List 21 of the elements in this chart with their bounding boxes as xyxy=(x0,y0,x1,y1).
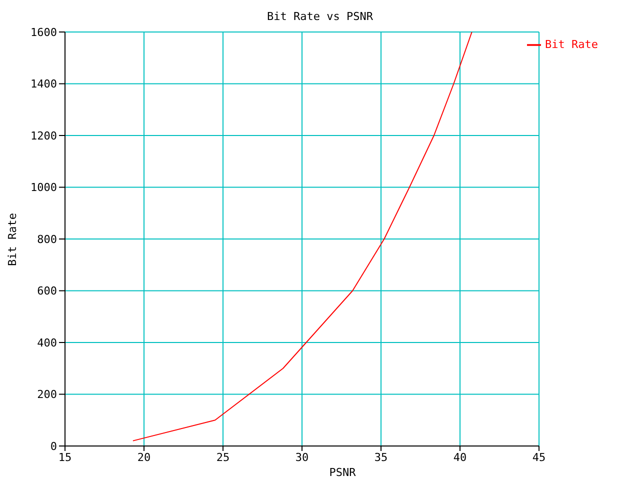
y-tick-label: 1600 xyxy=(30,26,57,39)
x-tick-label: 20 xyxy=(137,450,151,464)
y-tick-label: 1000 xyxy=(30,181,57,194)
y-axis-title: Bit Rate xyxy=(6,213,19,266)
x-tick-label: 35 xyxy=(374,450,388,464)
x-axis-title: PSNR xyxy=(328,466,357,479)
y-tick-label: 600 xyxy=(37,284,57,298)
x-tick-label: 30 xyxy=(295,450,309,464)
y-tick-label: 200 xyxy=(37,388,57,402)
y-tick-label: 0 xyxy=(50,440,57,453)
x-tick-label: 15 xyxy=(58,450,72,464)
chart-title: Bit Rate vs PSNR xyxy=(266,10,374,23)
x-tick-label: 25 xyxy=(216,450,230,464)
y-tick-label: 1400 xyxy=(30,78,57,91)
y-tick-label: 800 xyxy=(37,232,57,246)
y-tick-label: 1200 xyxy=(30,129,57,142)
line-series xyxy=(132,32,472,442)
x-tick-label: 40 xyxy=(453,450,467,464)
legend-label: Bit Rate xyxy=(545,38,598,52)
y-tick-label: 400 xyxy=(37,336,57,350)
x-tick-label: 45 xyxy=(532,450,546,464)
